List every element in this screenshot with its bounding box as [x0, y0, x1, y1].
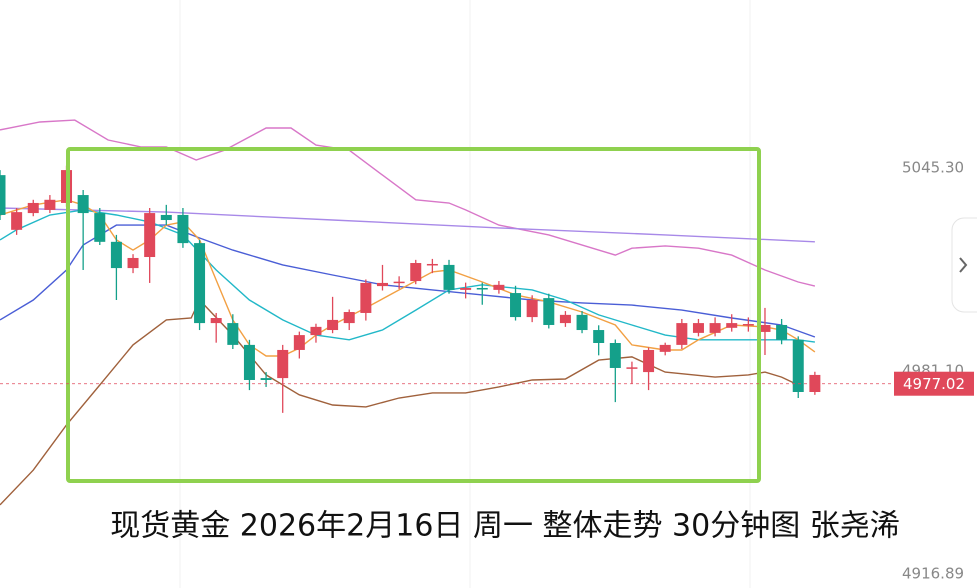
candle-body: [543, 298, 555, 325]
next-button[interactable]: [951, 217, 977, 313]
candle-body: [11, 212, 23, 230]
candle-body: [726, 323, 738, 328]
candle-body: [160, 214, 172, 221]
indicator-lines: [0, 119, 816, 506]
candle-body: [776, 324, 788, 340]
candle-body: [327, 319, 339, 331]
candle-body: [277, 349, 289, 379]
last-price: 4977.02: [0, 371, 974, 396]
candle-body: [0, 175, 6, 215]
candle-body: [260, 378, 272, 380]
candle-body: [526, 300, 538, 318]
candle-body: [360, 282, 372, 313]
candle-body: [94, 213, 106, 242]
candle-body: [27, 202, 39, 214]
indicator-line: [0, 298, 799, 506]
candle-body: [410, 263, 422, 282]
candle-body: [609, 343, 621, 368]
last-price-box: [894, 371, 974, 396]
indicator-line: [0, 209, 815, 343]
candle-body: [426, 263, 438, 266]
candle-body: [44, 199, 56, 210]
chevron[interactable]: [959, 257, 968, 273]
candle-body: [626, 367, 638, 369]
candle-body: [443, 264, 455, 290]
candle-body: [293, 335, 305, 350]
candle-body: [742, 324, 754, 326]
candle-body: [659, 344, 671, 352]
candle-body: [676, 323, 688, 345]
candle-body: [759, 324, 771, 332]
candle-body: [692, 323, 704, 333]
candle-body: [110, 241, 122, 269]
button-bg[interactable]: [951, 217, 977, 313]
candle-body: [243, 344, 255, 380]
candle-body: [227, 323, 239, 345]
candle-body: [127, 257, 139, 269]
candle-body: [593, 330, 605, 343]
candle-body: [709, 323, 721, 333]
candle-body: [493, 284, 505, 290]
caption: 现货黄金 2026年2月16日 周一 整体走势 30分钟图 张尧浠: [110, 509, 899, 544]
candle-body: [559, 314, 571, 324]
candle-body: [343, 312, 355, 324]
candle-body: [809, 374, 821, 392]
last-price-label: 4977.02: [903, 375, 965, 393]
candle-body: [576, 314, 588, 331]
candle-body: [210, 318, 222, 324]
candle-body: [643, 349, 655, 373]
candle-body: [310, 326, 322, 336]
y-tick-label: 5045.30: [902, 158, 964, 176]
candle-body: [376, 282, 388, 287]
indicator-line: [0, 207, 815, 243]
candle-body: [194, 243, 206, 324]
y-tick-label: 4916.89: [902, 564, 964, 582]
candle-body: [792, 339, 804, 392]
candle-body: [144, 213, 156, 258]
candle-body: [177, 214, 189, 244]
candle-body: [460, 287, 472, 290]
indicator-line: [0, 119, 816, 287]
candle-body: [393, 281, 405, 284]
candle-body: [77, 195, 89, 214]
indicator-line: [0, 224, 816, 338]
candle-body: [510, 293, 522, 318]
highlight-box: [66, 147, 761, 483]
candle-body: [476, 287, 488, 290]
